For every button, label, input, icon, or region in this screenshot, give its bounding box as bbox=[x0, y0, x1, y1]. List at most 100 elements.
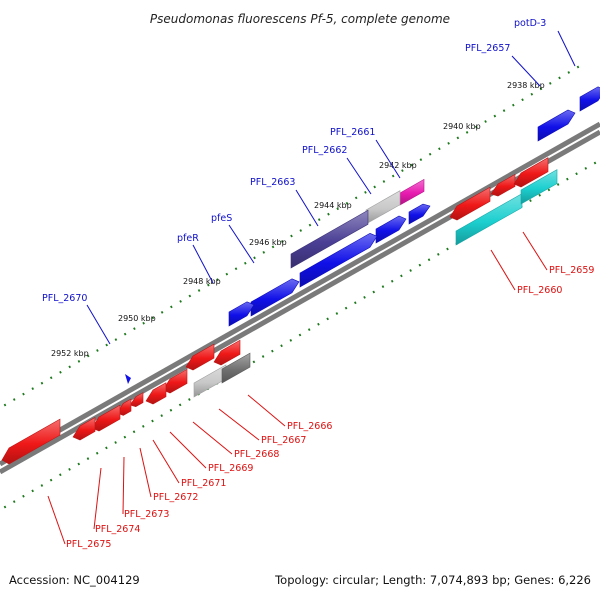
gene-reverse-PFL-2674b bbox=[72, 416, 96, 441]
gene-reverse-PFL-2660 bbox=[449, 186, 491, 221]
gene-reverse-PFL-2673 bbox=[116, 398, 132, 416]
gene-label: PFL_2662 bbox=[302, 145, 347, 156]
tick-mark-upper bbox=[77, 360, 81, 363]
gene-label-leader bbox=[152, 439, 180, 484]
tick-mark-upper bbox=[31, 387, 35, 391]
gene-reverse-PFL-2666b bbox=[213, 339, 241, 366]
gene-label-leader bbox=[192, 244, 214, 284]
tick-mark-lower bbox=[436, 252, 440, 256]
tick-mark-upper bbox=[567, 71, 571, 74]
gene-label-leader bbox=[228, 224, 255, 264]
gene-forward-PFL-2662b bbox=[375, 215, 407, 244]
tick-mark-upper bbox=[179, 300, 182, 303]
tick-mark-lower bbox=[178, 403, 182, 407]
tick-mark-upper bbox=[465, 131, 469, 134]
tick-mark-lower bbox=[400, 274, 403, 278]
tick-mark-upper bbox=[558, 76, 561, 80]
tick-mark-upper bbox=[160, 310, 164, 314]
gene-forward-pfeR bbox=[228, 301, 255, 327]
gene-forward-PFL-2661 bbox=[399, 178, 425, 206]
tick-mark-upper bbox=[419, 158, 423, 162]
tick-mark-lower bbox=[49, 478, 53, 482]
gene-reverse-PFL-2672 bbox=[129, 392, 144, 408]
tick-mark-upper bbox=[253, 256, 256, 260]
gene-reverse-PFL-2660c bbox=[455, 193, 523, 246]
tick-mark-lower bbox=[141, 424, 145, 428]
tick-mark-lower bbox=[547, 188, 551, 192]
tick-mark-upper bbox=[3, 403, 7, 407]
gene-reverse-PFL-2674 bbox=[91, 404, 121, 432]
kbp-tick-label: 2944 kbp bbox=[314, 201, 352, 210]
tick-mark-lower bbox=[22, 494, 25, 498]
tick-mark-upper bbox=[68, 365, 71, 369]
tick-mark-lower bbox=[271, 349, 274, 353]
tick-mark-upper bbox=[280, 240, 284, 243]
gene-label-leader bbox=[490, 249, 516, 291]
tick-mark-lower bbox=[252, 360, 256, 364]
tick-mark-lower bbox=[363, 295, 366, 299]
tick-mark-lower bbox=[114, 441, 117, 444]
tick-mark-lower bbox=[12, 500, 16, 504]
gene-label: PFL_2670 bbox=[42, 293, 87, 304]
tick-mark-lower bbox=[31, 489, 34, 493]
tick-mark-upper bbox=[59, 370, 62, 374]
gene-label-leader bbox=[511, 55, 541, 87]
tick-mark-lower bbox=[68, 467, 71, 471]
gene-label: PFL_2659 bbox=[549, 265, 594, 276]
gene-label: PFL_2666 bbox=[287, 421, 332, 432]
tick-mark-upper bbox=[114, 338, 118, 341]
tick-mark-lower bbox=[575, 172, 578, 176]
gene-reverse-PFL-2659b bbox=[520, 169, 558, 205]
gene-label: pfeR bbox=[177, 233, 199, 244]
gene-label: potD-3 bbox=[514, 18, 546, 29]
genome-summary-text: Topology: circular; Length: 7,074,893 bp… bbox=[275, 573, 591, 587]
gene-label: PFL_2675 bbox=[66, 539, 111, 550]
gene-label-leader bbox=[47, 495, 66, 545]
tick-mark-upper bbox=[391, 174, 395, 178]
tick-mark-upper bbox=[428, 152, 432, 156]
tick-mark-upper bbox=[317, 218, 321, 222]
kbp-tick-label: 2942 kbp bbox=[379, 161, 417, 170]
tick-mark-lower bbox=[280, 344, 283, 348]
tick-mark-upper bbox=[502, 109, 506, 112]
genome-backbone-line bbox=[0, 121, 600, 467]
gene-label: PFL_2674 bbox=[95, 524, 140, 535]
tick-mark-upper bbox=[576, 65, 580, 69]
tick-mark-upper bbox=[197, 289, 201, 292]
tick-mark-lower bbox=[409, 269, 412, 272]
kbp-tick-label: 2940 kbp bbox=[443, 122, 481, 131]
tick-mark-upper bbox=[401, 169, 404, 172]
tick-mark-lower bbox=[86, 457, 90, 461]
tick-mark-lower bbox=[344, 306, 348, 310]
tick-mark-lower bbox=[556, 183, 560, 186]
map-title: Pseudomonas fluorescens Pf-5, complete g… bbox=[150, 12, 450, 26]
tick-mark-upper bbox=[40, 381, 44, 385]
tick-mark-upper bbox=[410, 163, 413, 167]
tick-mark-upper bbox=[336, 207, 340, 211]
gene-reverse-PFL-2667 bbox=[193, 364, 227, 398]
gene-label: PFL_2669 bbox=[208, 463, 253, 474]
kbp-tick-label: 2938 kbp bbox=[507, 81, 545, 90]
tick-mark-lower bbox=[317, 322, 320, 326]
gene-forward-potD-3 bbox=[537, 109, 576, 142]
tick-mark-upper bbox=[475, 125, 478, 129]
gene-forward-PFL-2661b bbox=[408, 203, 431, 225]
tick-mark-upper bbox=[308, 223, 312, 227]
tick-mark-lower bbox=[372, 290, 376, 294]
tick-mark-upper bbox=[484, 120, 487, 123]
tick-mark-lower bbox=[584, 166, 588, 170]
tick-mark-upper bbox=[12, 398, 16, 401]
gene-label: PFL_2661 bbox=[330, 127, 375, 138]
gene-label-leader bbox=[247, 394, 286, 427]
tick-mark-lower bbox=[418, 263, 422, 267]
gene-forward-PFL-2663 bbox=[290, 209, 369, 269]
gene-label: PFL_2667 bbox=[261, 435, 306, 446]
tick-mark-lower bbox=[446, 247, 449, 251]
tick-mark-upper bbox=[86, 354, 90, 358]
tick-mark-lower bbox=[529, 199, 532, 203]
tick-mark-lower bbox=[77, 462, 81, 466]
tick-mark-upper bbox=[22, 392, 25, 396]
gene-reverse-PFL-2669 bbox=[162, 368, 188, 394]
tick-mark-upper bbox=[345, 201, 349, 205]
tick-mark-upper bbox=[207, 283, 210, 287]
